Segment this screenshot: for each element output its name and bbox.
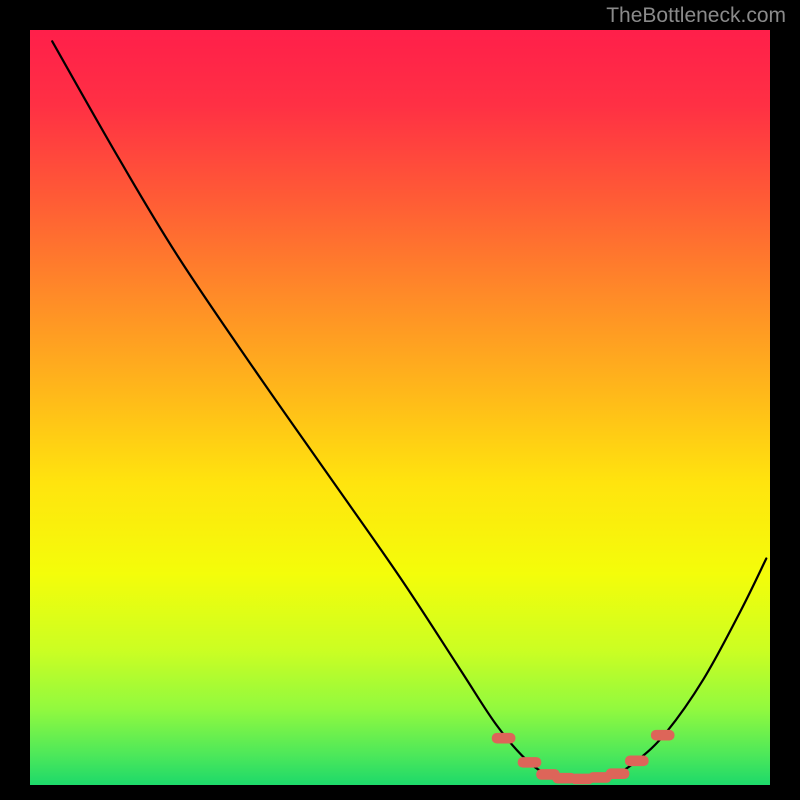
sweet-spot-marker (492, 733, 516, 744)
stage: TheBottleneck.com (0, 0, 800, 800)
plot-area (30, 30, 770, 785)
sweet-spot-marker (606, 768, 630, 779)
sweet-spot-marker (651, 730, 675, 741)
sweet-spot-marker (518, 757, 542, 768)
gradient-background (30, 30, 770, 785)
gradient-chart-svg (30, 30, 770, 785)
sweet-spot-marker (625, 756, 649, 767)
watermark-text: TheBottleneck.com (606, 4, 786, 28)
